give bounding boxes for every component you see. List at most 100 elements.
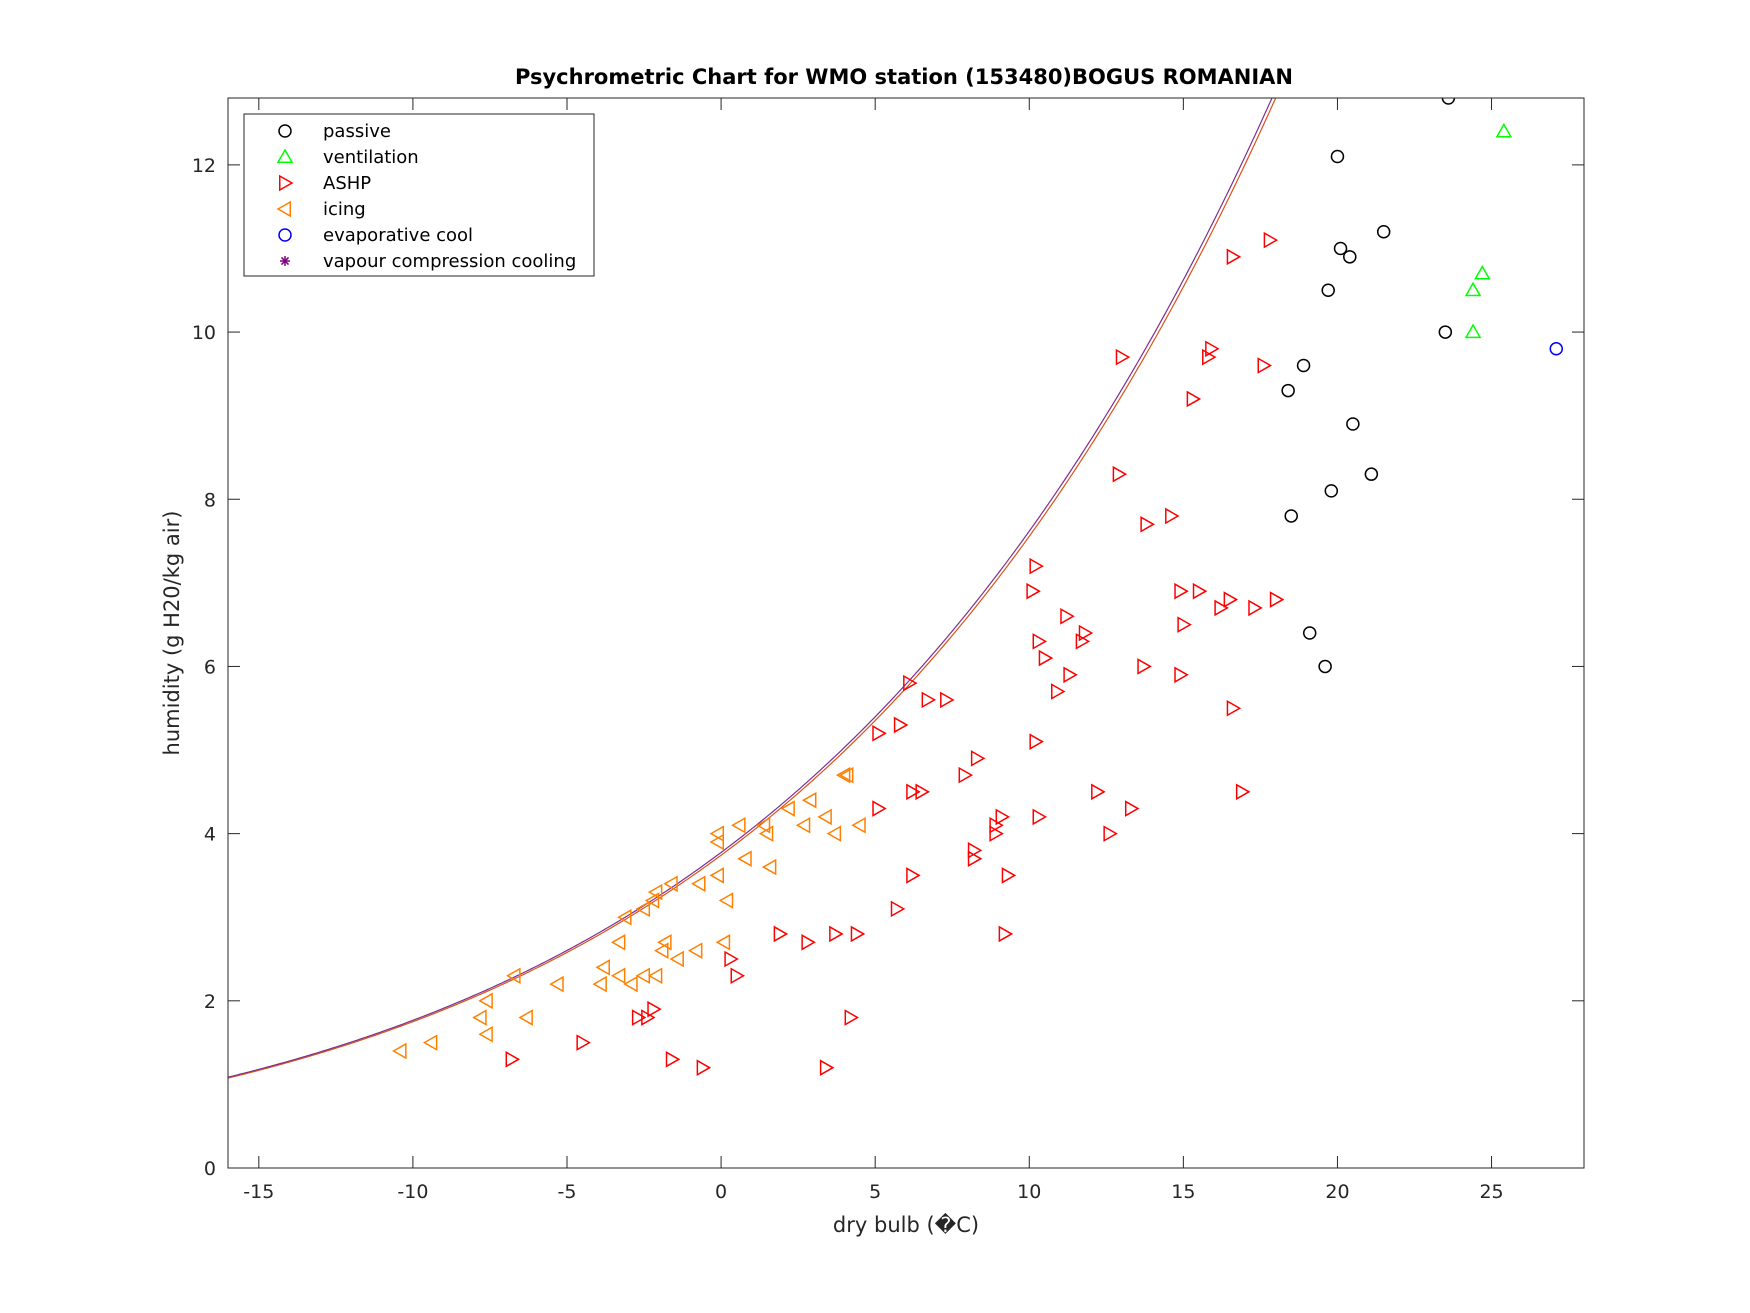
legend-marker-icing bbox=[276, 200, 291, 218]
x-tick-label: 25 bbox=[1479, 1181, 1503, 1203]
point-icing bbox=[755, 816, 771, 834]
point-icing bbox=[709, 867, 725, 884]
plot-area bbox=[227, 97, 1585, 1169]
point-ashp bbox=[844, 1009, 860, 1026]
point-icing bbox=[687, 942, 703, 959]
point-ashp bbox=[906, 867, 921, 884]
point-ashp bbox=[1174, 582, 1189, 600]
point-passive bbox=[1324, 484, 1339, 498]
point-icing bbox=[838, 766, 854, 784]
point-icing bbox=[691, 875, 706, 893]
point-ventilation bbox=[1474, 265, 1491, 280]
point-icing bbox=[835, 766, 851, 784]
point-icing bbox=[758, 825, 774, 842]
point-ashp bbox=[724, 950, 739, 968]
legend-marker-vapour-compression-cooling bbox=[280, 256, 290, 266]
point-ashp bbox=[1075, 633, 1091, 650]
y-axis-label: humidity (g H20/kg air) bbox=[160, 511, 184, 756]
point-passive bbox=[1438, 325, 1453, 339]
x-tick-label: 15 bbox=[1171, 1181, 1195, 1203]
point-ashp bbox=[665, 1051, 681, 1068]
point-icing bbox=[780, 800, 795, 817]
legend-marker-ashp bbox=[279, 174, 294, 192]
point-ashp bbox=[641, 1009, 656, 1026]
chart-title: Psychrometric Chart for WMO station (153… bbox=[515, 65, 1293, 89]
point-ashp bbox=[1174, 666, 1189, 684]
point-passive bbox=[1296, 358, 1311, 373]
point-ashp bbox=[1060, 607, 1075, 625]
y-tick-label: 12 bbox=[192, 155, 216, 177]
y-tick-label: 10 bbox=[192, 322, 216, 344]
point-icing bbox=[392, 1042, 407, 1060]
legend-marker-ventilation bbox=[276, 148, 294, 163]
legend-marker-passive bbox=[278, 124, 292, 138]
point-ashp bbox=[1051, 683, 1066, 700]
point-ventilation bbox=[1464, 281, 1482, 297]
legend-box bbox=[243, 113, 595, 277]
point-icing bbox=[718, 892, 734, 909]
point-ventilation bbox=[1464, 323, 1482, 339]
axes: -15 -10 -5 0 5 10 15 20 25 0 2 4 6 8 10 12 bbox=[192, 98, 1584, 1203]
point-ashp bbox=[850, 925, 866, 943]
point-icing bbox=[709, 825, 725, 842]
point-icing bbox=[715, 934, 731, 951]
point-ashp bbox=[995, 808, 1011, 826]
point-ashp bbox=[1115, 348, 1131, 366]
x-tick-label: -10 bbox=[397, 1181, 428, 1203]
saturation-curve bbox=[228, 98, 1273, 1078]
point-icing bbox=[644, 892, 660, 909]
data-points bbox=[392, 98, 1564, 1076]
point-icing bbox=[851, 816, 866, 834]
x-tick-label: 0 bbox=[715, 1181, 727, 1203]
point-ashp bbox=[1205, 340, 1220, 358]
y-tick-label: 2 bbox=[204, 991, 216, 1013]
point-ashp bbox=[872, 725, 887, 742]
point-icing bbox=[422, 1034, 438, 1051]
point-icing bbox=[635, 900, 651, 918]
point-icing bbox=[817, 808, 832, 826]
point-ashp bbox=[1192, 582, 1208, 600]
point-passive bbox=[1284, 509, 1298, 523]
point-icing bbox=[669, 950, 684, 968]
x-tick-label: -5 bbox=[558, 1181, 577, 1203]
point-ashp bbox=[1202, 348, 1217, 366]
point-ashp bbox=[967, 842, 983, 859]
point-ashp bbox=[1029, 557, 1044, 575]
point-passive bbox=[1281, 383, 1295, 398]
point-ashp bbox=[1226, 248, 1242, 266]
point-ashp bbox=[1263, 231, 1279, 249]
point-ashp bbox=[1032, 633, 1048, 650]
x-tick-label: -15 bbox=[243, 1181, 274, 1203]
legend-label-ashp: ASHP bbox=[323, 173, 371, 194]
point-icing bbox=[761, 858, 777, 876]
y-tick-label: 4 bbox=[204, 824, 216, 846]
point-ashp bbox=[1032, 808, 1048, 826]
point-ashp bbox=[1257, 357, 1273, 374]
point-icing bbox=[647, 967, 663, 985]
point-ashp bbox=[1001, 867, 1017, 884]
point-ashp bbox=[696, 1059, 712, 1076]
point-ashp bbox=[773, 925, 789, 943]
point-ashp bbox=[829, 925, 844, 943]
point-ashp bbox=[921, 691, 937, 709]
point-ashp bbox=[903, 674, 918, 692]
point-passive bbox=[1333, 241, 1348, 256]
point-ashp bbox=[1226, 699, 1242, 717]
point-icing bbox=[737, 850, 752, 867]
y-tick-label: 6 bbox=[204, 656, 216, 678]
point-icing bbox=[506, 967, 521, 985]
point-ashp bbox=[1137, 658, 1152, 675]
point-icing bbox=[709, 833, 725, 851]
point-ashp bbox=[1029, 733, 1044, 750]
point-ashp bbox=[998, 925, 1014, 943]
y-tick-label: 0 bbox=[204, 1158, 216, 1180]
legend-label-evaporative-cool: evaporative cool bbox=[323, 225, 473, 246]
point-ashp bbox=[1248, 599, 1263, 617]
point-passive bbox=[1441, 98, 1456, 105]
point-icing bbox=[731, 816, 746, 834]
point-passive bbox=[1330, 149, 1345, 164]
point-ashp bbox=[1269, 591, 1285, 608]
y-tick-label: 8 bbox=[204, 489, 216, 511]
point-passive bbox=[1364, 467, 1379, 481]
point-ashp bbox=[730, 967, 746, 985]
